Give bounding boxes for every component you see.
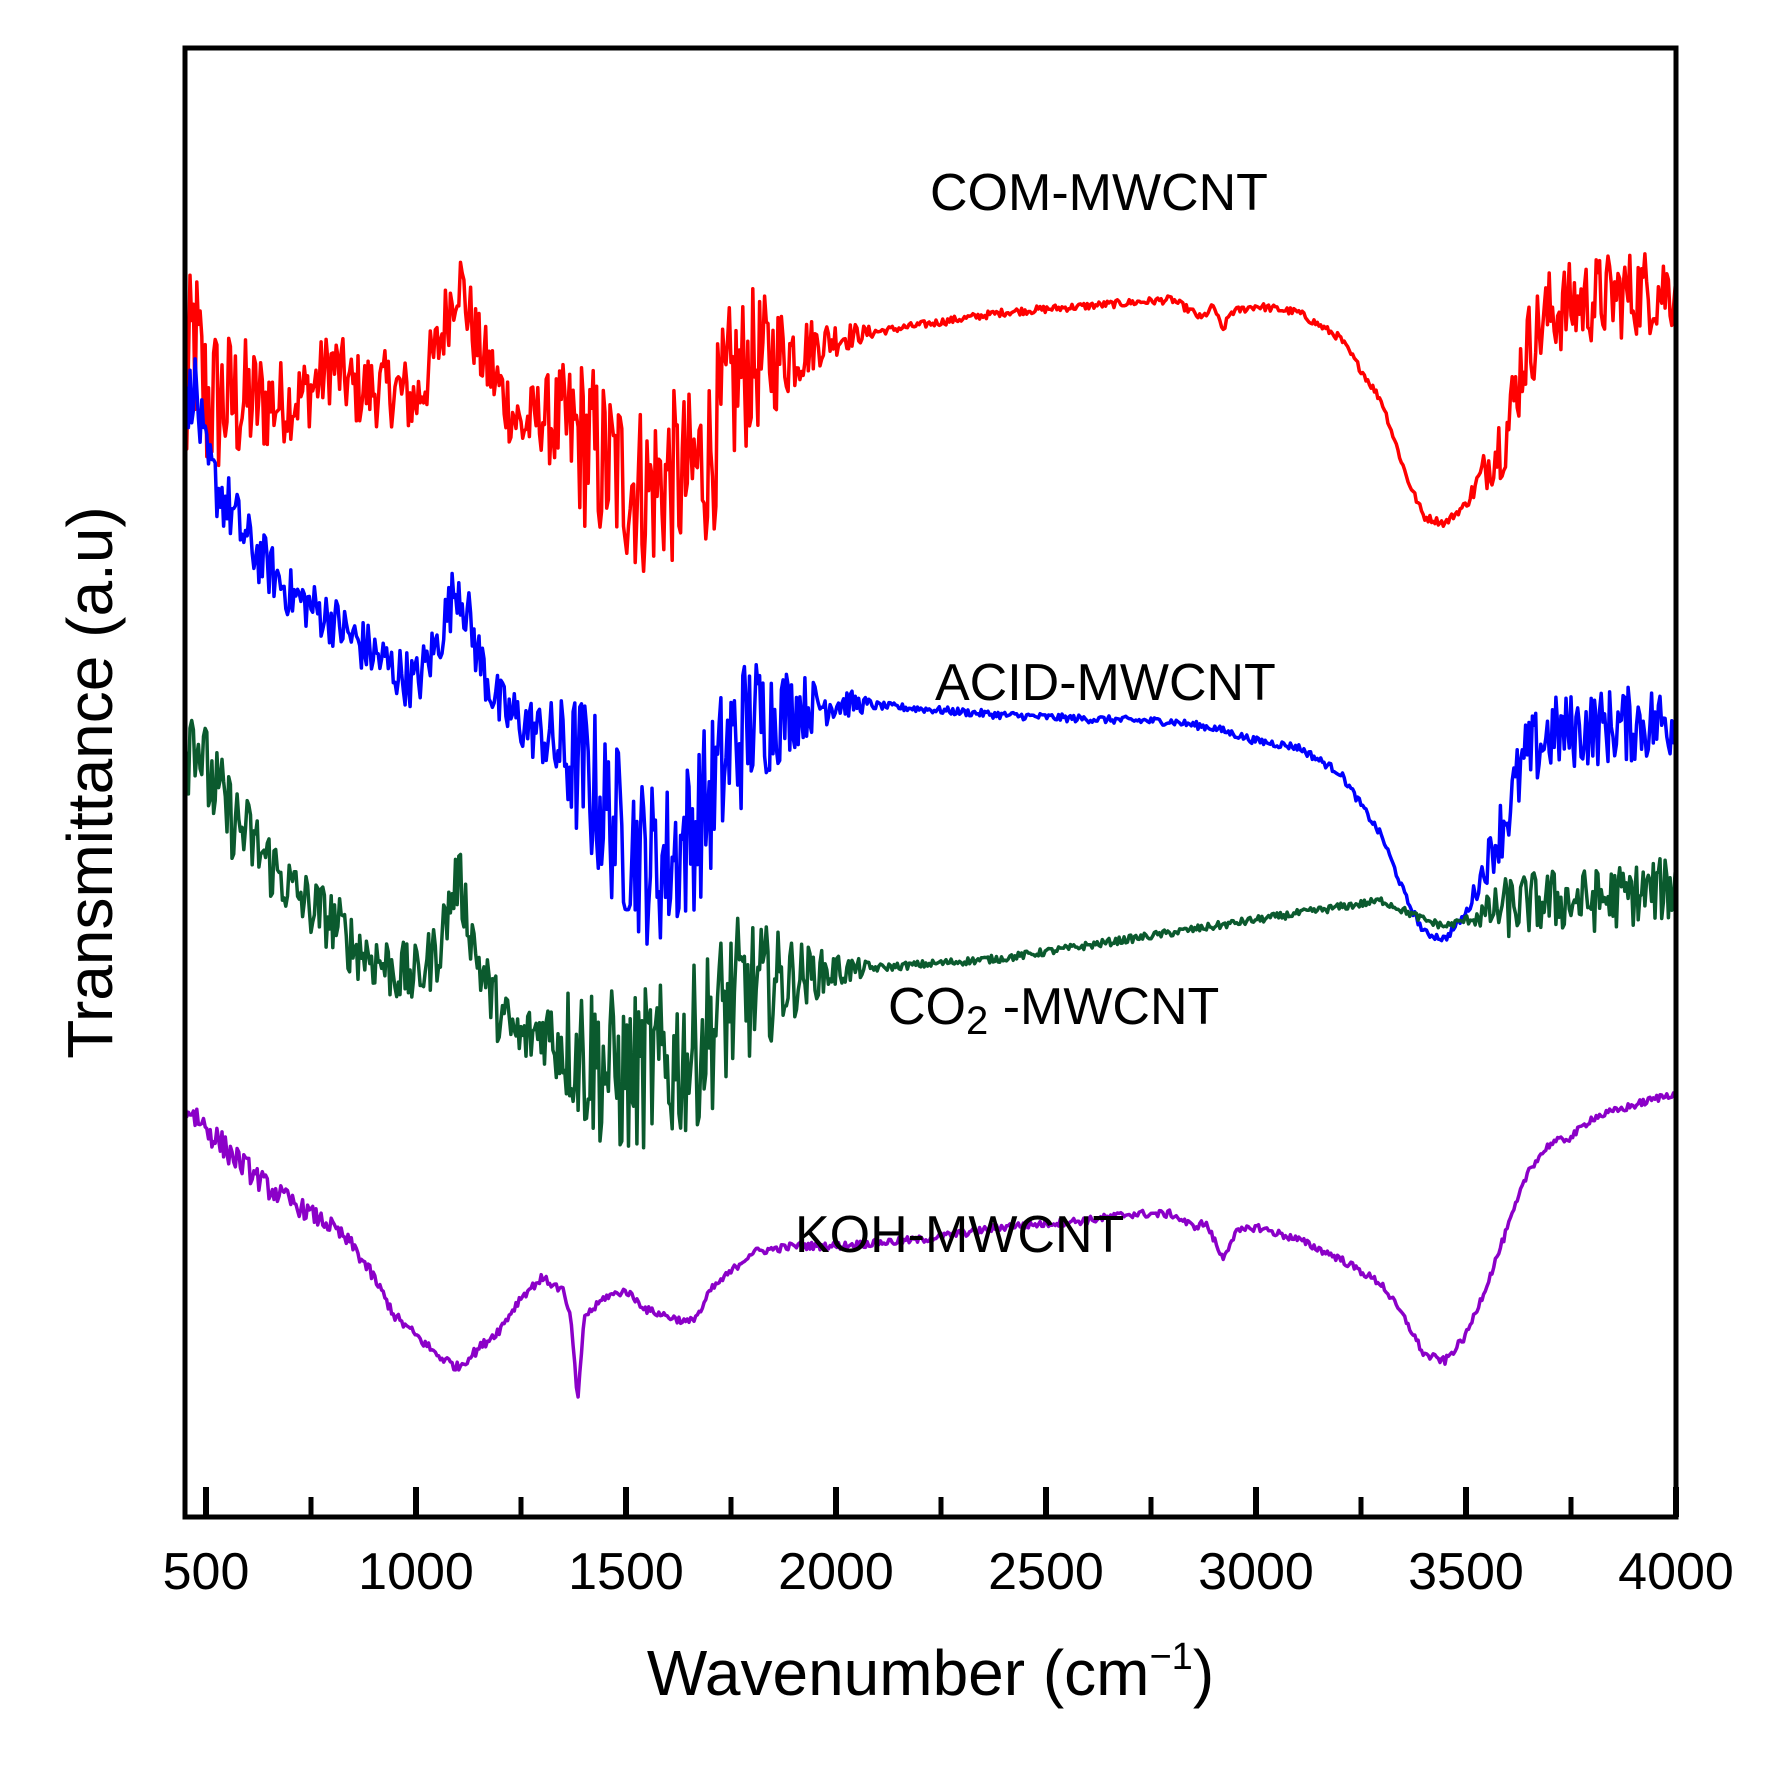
x-tick-label: 1500: [568, 1543, 684, 1601]
series-labels: COM-MWCNT ACID-MWCNT CO2 -MWCNT KOH-MWCNT: [795, 164, 1276, 1264]
series-line-com-mwcnt: [183, 252, 1677, 574]
x-tick-label: 2000: [778, 1543, 894, 1601]
x-tick-label: 4000: [1618, 1543, 1734, 1601]
x-tick-label: 2500: [988, 1543, 1104, 1601]
series-label-koh-mwcnt: KOH-MWCNT: [795, 1206, 1124, 1264]
x-axis-title: Wavenumber (cm−1): [647, 1636, 1214, 1709]
series-line-koh-mwcnt: [183, 1091, 1676, 1399]
series-line-acid-mwcnt: [183, 357, 1677, 946]
x-axis: 500 1000 1500 2000 2500 3000 3500 4000: [163, 1487, 1734, 1601]
x-axis-title-superscript: −1: [1149, 1636, 1192, 1678]
series-label-part: COM-MWCNT: [930, 164, 1268, 222]
series-label-part: KOH-MWCNT: [795, 1206, 1124, 1264]
series-label-co2-mwcnt: CO2 -MWCNT: [888, 978, 1219, 1043]
series-label-part: 2: [966, 999, 988, 1043]
y-axis-title: Transmittance (a.u): [54, 506, 126, 1058]
x-tick-label: 3000: [1198, 1543, 1314, 1601]
series-label-part: -MWCNT: [988, 978, 1219, 1036]
series-layer: [183, 252, 1677, 1399]
plot-frame: [182, 45, 1679, 1520]
series-label-part: CO: [888, 978, 966, 1036]
series-label-com-mwcnt: COM-MWCNT: [930, 164, 1268, 222]
x-tick-label: 500: [163, 1543, 250, 1601]
series-label-part: ACID-MWCNT: [935, 654, 1276, 712]
x-axis-title-main: Wavenumber (cm: [647, 1637, 1150, 1709]
x-axis-title-close: ): [1193, 1637, 1214, 1709]
series-label-acid-mwcnt: ACID-MWCNT: [935, 654, 1276, 712]
x-tick-label: 3500: [1408, 1543, 1524, 1601]
series-line-co2-mwcnt: [183, 718, 1677, 1150]
x-tick-label: 1000: [358, 1543, 474, 1601]
